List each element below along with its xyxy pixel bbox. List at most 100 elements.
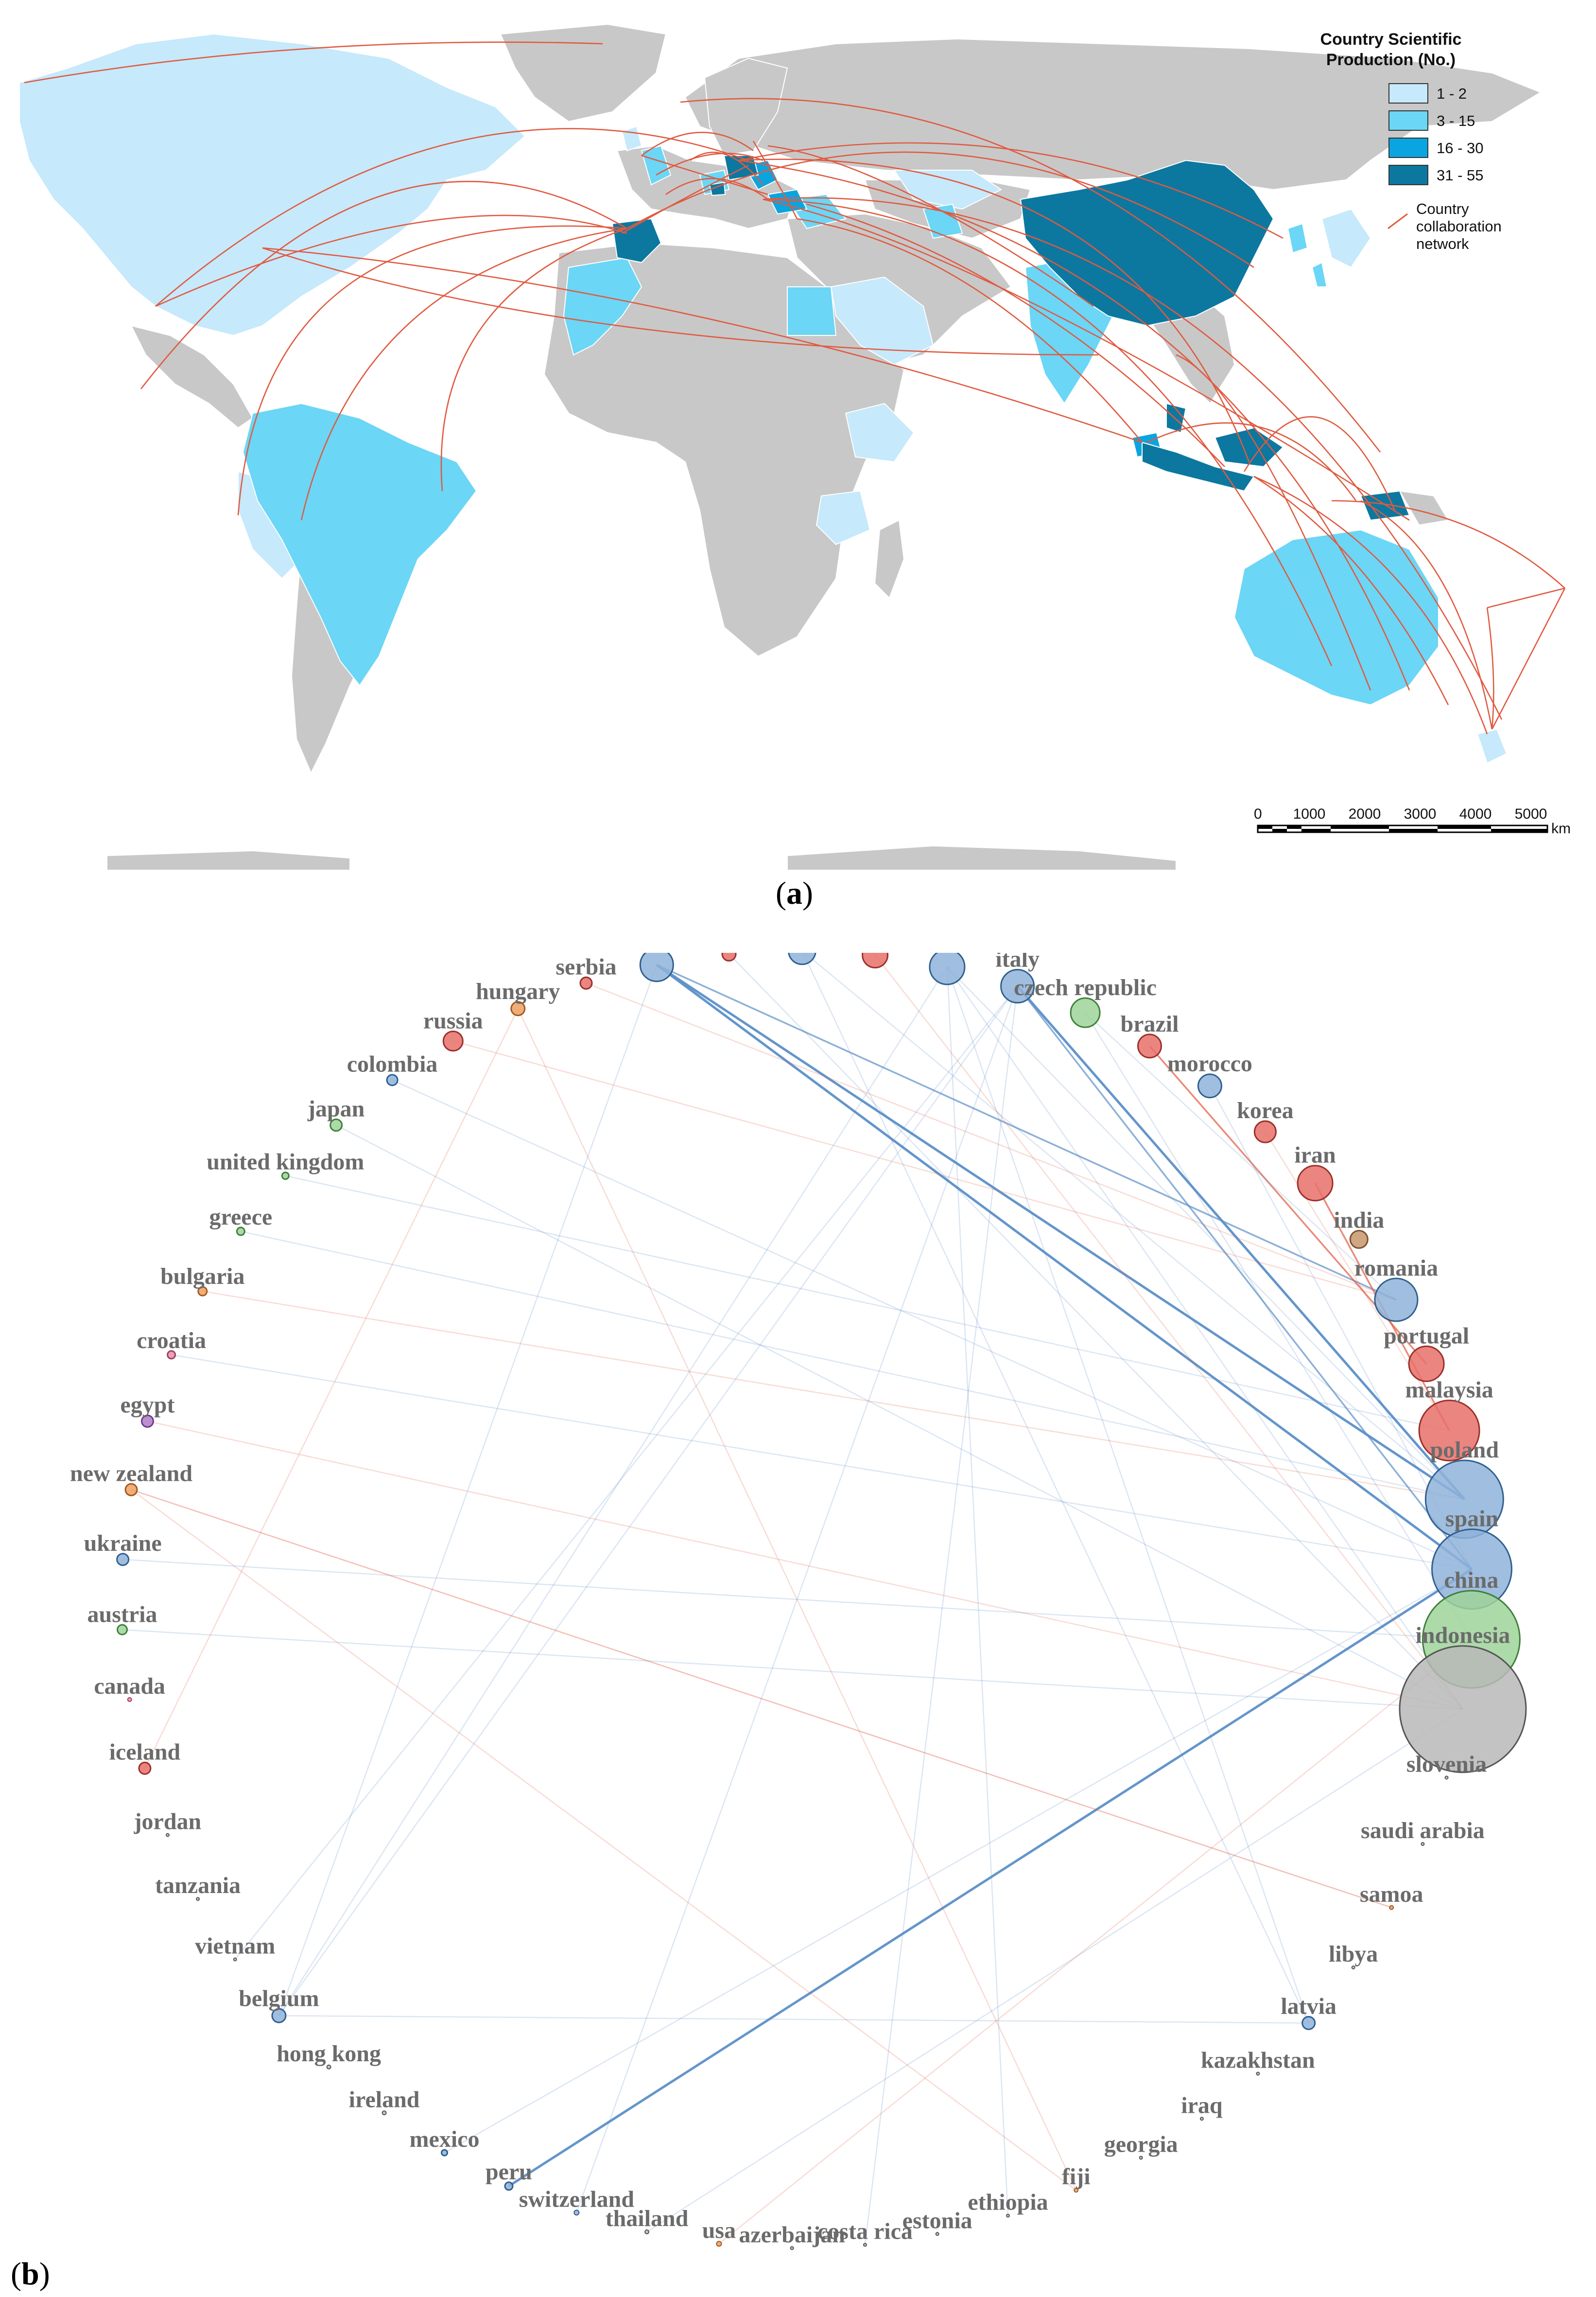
network-node: [1253, 1120, 1277, 1143]
network-edge: [874, 954, 1463, 1710]
network-node: [788, 953, 816, 965]
network-edge: [656, 964, 1465, 1501]
legend-title-line1: Country Scientific: [1320, 30, 1462, 49]
network-node: [1139, 2156, 1143, 2160]
legend-title-line2: Production (No.): [1326, 51, 1456, 69]
network-node: [639, 953, 674, 982]
network-edge: [234, 985, 1018, 1960]
network-node-label: samoa: [1360, 1881, 1423, 1907]
network-node-label: spain: [1445, 1506, 1498, 1532]
legend-swatch: [1388, 83, 1428, 104]
network-node-label: tanzania: [155, 1873, 241, 1898]
legend-class-label: 16 - 30: [1437, 140, 1484, 157]
network-edge: [1017, 985, 1473, 1570]
network-edge: [718, 1639, 1472, 2244]
network-node-label: mexico: [410, 2126, 480, 2152]
network-node-label: egypt: [120, 1392, 174, 1418]
network-node: [1389, 1905, 1394, 1910]
network-edge: [144, 1008, 519, 1769]
panel-a-label: (a): [776, 876, 813, 911]
network-node: [1297, 1165, 1334, 1202]
network-node-label: latvia: [1281, 1993, 1336, 2019]
network-edge: [656, 964, 1473, 1570]
network-node-label: saudi arabia: [1361, 1818, 1485, 1843]
network-edge: [278, 964, 658, 2016]
network-edge: [729, 953, 1463, 1710]
network-nodes: franceturkeyslovakiaaustraliagermanyital…: [70, 953, 1527, 2250]
scale-tick-label: 2000: [1349, 806, 1381, 822]
network-node: [1444, 1775, 1449, 1780]
network-node: [1421, 1842, 1425, 1846]
network-node: [1137, 1034, 1162, 1059]
scale-tick-label: 5000: [1515, 806, 1547, 822]
network-node-label: peru: [486, 2159, 532, 2185]
network-node-label: estonia: [902, 2208, 972, 2233]
network-node-label: georgia: [1104, 2131, 1178, 2157]
collaboration-arcs: [24, 41, 1566, 735]
network-node: [1351, 1965, 1355, 1970]
network-edge: [946, 966, 1309, 2023]
network-node-label: india: [1334, 1207, 1384, 1233]
legend-network-line: [1388, 213, 1408, 229]
network-node-label: ireland: [349, 2087, 420, 2112]
network-node-label: austria: [87, 1601, 157, 1627]
network-node-label: azerbaijan: [739, 2222, 845, 2247]
network-node: [165, 1833, 170, 1837]
class-1-2-countries: [19, 33, 1508, 764]
network-edge: [802, 953, 1309, 2023]
scale-tick-label: 4000: [1459, 806, 1492, 822]
network-node: [140, 1414, 154, 1428]
network-node-label: romania: [1354, 1255, 1438, 1281]
network-node: [1399, 1645, 1527, 1773]
network-node: [281, 1172, 290, 1180]
network-node: [271, 2008, 287, 2023]
network-edge: [285, 1175, 1450, 1431]
network-node: [1006, 2213, 1010, 2218]
legend-class-label: 1 - 2: [1437, 85, 1467, 102]
network-node: [441, 2149, 449, 2157]
network-node-label: united kingdom: [207, 1149, 364, 1175]
network-node-label: costa rica: [817, 2219, 913, 2244]
network-edge: [241, 1230, 1465, 1500]
network-node: [790, 2246, 794, 2250]
network-node-label: thailand: [606, 2206, 689, 2231]
network-node-label: ukraine: [84, 1530, 162, 1556]
network-node-label: slovenia: [1406, 1752, 1487, 1777]
network-node: [138, 1761, 152, 1775]
network-node: [236, 1227, 245, 1236]
legend-class-label: 3 - 15: [1437, 112, 1475, 129]
network-edge: [278, 985, 1018, 2016]
network-node: [1070, 997, 1101, 1028]
network-node-label: greece: [209, 1204, 273, 1230]
network-edges: [122, 953, 1473, 2245]
panel-a-letter: a: [786, 876, 802, 911]
network-edge: [278, 966, 948, 2016]
scale-tick-label: 3000: [1404, 806, 1437, 822]
network-node: [386, 1074, 399, 1087]
network-node: [579, 976, 593, 990]
network-node-label: vietnam: [195, 1933, 275, 1959]
legend-swatch: [1388, 110, 1428, 131]
network-node: [1301, 2016, 1316, 2030]
network-node: [1256, 2071, 1260, 2076]
network-node-label: colombia: [347, 1052, 438, 1077]
network-node: [1408, 1345, 1445, 1382]
network-node: [1374, 1278, 1419, 1322]
network-node: [721, 953, 737, 962]
network-node-label: kazakhstan: [1201, 2048, 1315, 2073]
scale-unit: km: [1551, 821, 1571, 837]
legend-class-label: 31 - 55: [1437, 167, 1484, 184]
network-node: [1000, 969, 1035, 1004]
network-node-label: italy: [995, 953, 1040, 972]
network-edge: [336, 1124, 1463, 1710]
network-node-label: iceland: [109, 1739, 181, 1765]
legend-network-label-1: Country: [1416, 200, 1469, 217]
network-node: [1199, 2117, 1204, 2121]
network-edge: [1084, 1012, 1472, 1640]
network-node-label: japan: [307, 1096, 364, 1122]
network-edge: [278, 2015, 1309, 2024]
panel-b-label: (b): [11, 2256, 50, 2292]
network-node: [716, 2241, 722, 2247]
network-edge: [803, 953, 1465, 1500]
legend-swatch: [1388, 138, 1428, 158]
